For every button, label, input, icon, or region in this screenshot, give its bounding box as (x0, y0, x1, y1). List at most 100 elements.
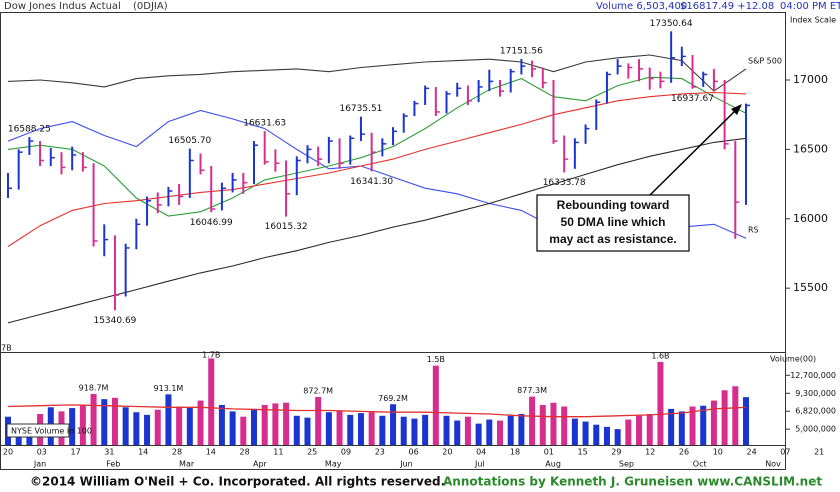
month-label: Jan (33, 460, 46, 469)
header-price: $16817.49 +12.08 (680, 1, 774, 12)
volume-bar (208, 358, 215, 445)
y-tick-label: 17000 (793, 73, 828, 86)
volume-bar (518, 413, 525, 445)
low-label: 16937.67 (671, 94, 714, 104)
date-label: 07 (780, 448, 790, 457)
date-label: 04 (476, 448, 486, 457)
month-label: May (325, 460, 342, 469)
month-label: Aug (545, 460, 561, 469)
volume-bar (475, 423, 482, 445)
volume-legend: NYSE Volume in 100 (11, 427, 92, 436)
volume-bar (133, 412, 140, 445)
volume-bar (593, 424, 600, 445)
date-label: 28 (240, 448, 250, 457)
volume-bar (678, 411, 685, 445)
volume-bar (710, 400, 717, 445)
date-label: 11 (273, 448, 283, 457)
low-label: 16015.32 (265, 222, 308, 232)
volume-bar (379, 415, 386, 445)
volume-label: 1.5B (427, 355, 445, 364)
volume-bar (689, 406, 696, 445)
line-series (7, 54, 747, 92)
volume-bar (144, 414, 151, 445)
volume-bar (154, 409, 161, 445)
volume-bar (539, 404, 546, 445)
volume-label: 918.7M (79, 383, 109, 392)
title: Dow Jones Indus Actual (4, 1, 121, 12)
volume-bar (251, 408, 257, 445)
volume-bar (111, 397, 118, 445)
volume-tick-label: 6,820,000 (795, 407, 836, 416)
date-label: 17 (71, 448, 81, 457)
month-label: Oct (693, 460, 707, 469)
line-series (7, 76, 747, 217)
volume-bar (90, 393, 97, 445)
volume-label: 872.7M (303, 386, 333, 395)
date-label: 14 (206, 448, 216, 457)
callout-arrowhead (731, 104, 742, 115)
volume-bar (582, 421, 589, 445)
date-label: 21 (814, 448, 824, 457)
volume-bar (571, 418, 578, 445)
date-label: 06 (409, 448, 419, 457)
volume-bar (432, 365, 439, 445)
high-label: 16505.70 (168, 136, 211, 146)
volume-bar (668, 408, 675, 445)
volume-bar (325, 412, 332, 445)
volume-bar (454, 420, 461, 445)
line-label: S&P 500 (748, 56, 782, 65)
copyright: ©2014 William O'Neil + Co. Incorporated.… (30, 475, 445, 489)
month-label: Jul (474, 460, 485, 469)
volume-bar (283, 402, 290, 445)
volume-label: 913.1M (154, 384, 184, 393)
volume-bar (614, 429, 621, 445)
symbol: (0DJIA) (133, 1, 168, 12)
low-label: 16333.78 (543, 178, 586, 188)
y-tick-label: 16500 (793, 142, 828, 155)
date-label: 24 (747, 448, 757, 457)
volume-bar (272, 403, 279, 445)
volume-tick-label: 9,300,000 (795, 389, 836, 398)
volume-bar (304, 417, 311, 445)
volume-bar (347, 414, 354, 445)
volume-bar (721, 390, 728, 445)
date-label: 09 (341, 448, 351, 457)
month-label: Sep (619, 460, 634, 469)
volume-bar (69, 408, 76, 445)
callout-box (536, 194, 690, 252)
volume-edge-label: 7B (1, 344, 12, 353)
date-label: 20 (442, 448, 452, 457)
volume-bar (507, 415, 514, 445)
volume-bar (561, 406, 568, 445)
volume-bar (79, 404, 86, 445)
volume-bar (603, 426, 610, 445)
date-label: 20 (3, 448, 13, 457)
volume-bar (315, 396, 322, 445)
volume-bar (700, 405, 707, 445)
volume-bar (293, 415, 300, 445)
volume-bar (229, 411, 236, 445)
volume-tick-label: 5,000,000 (795, 425, 836, 434)
volume-bar (400, 416, 407, 445)
header-time: 04:00 PM ET (780, 1, 840, 12)
volume-bar (657, 361, 664, 445)
date-label: 31 (104, 448, 114, 457)
volume-bar (625, 419, 632, 445)
line-series (7, 137, 747, 324)
volume-legend-box (6, 423, 70, 438)
line-series (7, 91, 747, 247)
volume-bar (176, 406, 183, 445)
volume-label: 877.3M (517, 386, 547, 395)
volume-bar (422, 414, 429, 445)
volume-label: 1.7B (202, 351, 220, 360)
date-label: 29 (611, 448, 621, 457)
volume-bar (529, 396, 536, 445)
volume-average (7, 404, 747, 418)
header-volume: Volume 6,503,400 (596, 1, 687, 12)
line-label: RS (748, 226, 759, 235)
volume-bar (122, 407, 129, 445)
volume-bar (218, 404, 225, 445)
volume-label: 769.2M (378, 394, 408, 403)
